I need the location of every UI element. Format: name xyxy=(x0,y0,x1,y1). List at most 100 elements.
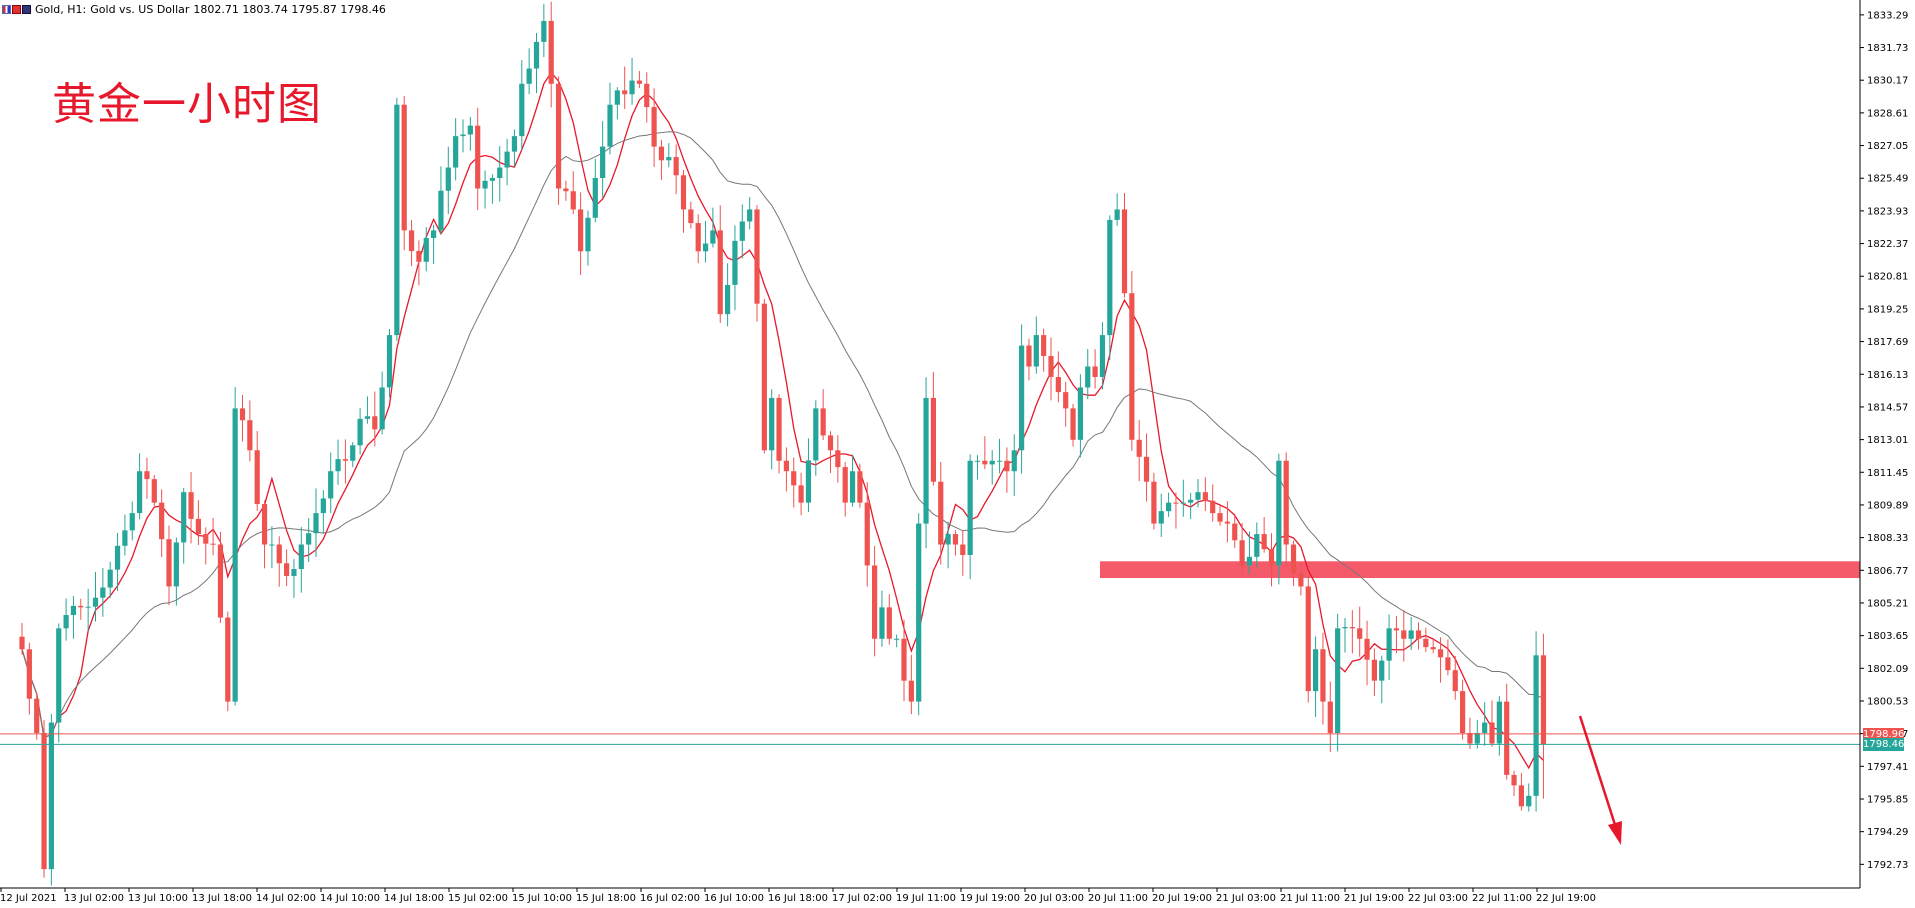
candle-body xyxy=(1114,209,1120,220)
candle-body xyxy=(313,513,319,534)
trade-icon[interactable] xyxy=(12,5,21,14)
chart-plot-area xyxy=(0,0,1860,888)
candle xyxy=(578,192,584,276)
candle-body xyxy=(276,544,282,564)
time-tick-label: 20 Jul 03:00 xyxy=(1024,893,1084,904)
candle-body xyxy=(783,460,789,472)
candle xyxy=(284,549,290,587)
candle-body xyxy=(1452,670,1458,692)
indicator-icon[interactable] xyxy=(22,5,31,14)
candle-body xyxy=(137,471,143,514)
time-tick-label: 13 Jul 10:00 xyxy=(128,893,188,904)
candle-body xyxy=(1261,534,1267,550)
price-tick-label: 1833.29 xyxy=(1867,10,1908,21)
candle-body xyxy=(1393,628,1400,631)
candle xyxy=(438,166,444,235)
candle-body xyxy=(578,209,584,252)
candle-body xyxy=(938,481,944,545)
candle-body xyxy=(401,104,407,231)
candle xyxy=(1305,577,1311,703)
toolbar-icons[interactable] xyxy=(2,5,31,14)
candle xyxy=(1121,193,1128,298)
candle xyxy=(754,205,760,322)
candle-body xyxy=(166,539,172,587)
candle-body xyxy=(460,134,466,137)
candle-body xyxy=(254,450,260,505)
candle-body xyxy=(504,151,510,168)
price-tick-label: 1820.81 xyxy=(1867,272,1908,283)
candle xyxy=(1511,770,1517,797)
candle-body xyxy=(78,605,84,608)
candle xyxy=(1518,772,1524,811)
candle xyxy=(1437,637,1444,683)
candle-body xyxy=(70,605,77,616)
candle-body xyxy=(100,587,106,598)
candle-body xyxy=(658,146,665,161)
candle xyxy=(122,514,128,556)
candle-body xyxy=(1254,534,1260,557)
candle xyxy=(313,488,319,558)
candle xyxy=(217,531,224,623)
candle-body xyxy=(188,492,194,519)
candle xyxy=(475,107,481,211)
time-tick-label: 13 Jul 02:00 xyxy=(64,893,124,904)
candle-body xyxy=(269,544,275,546)
candle xyxy=(1320,632,1326,725)
candle xyxy=(1092,349,1098,389)
candle xyxy=(261,500,268,569)
candle-body xyxy=(519,83,525,137)
candle xyxy=(401,95,407,251)
candle xyxy=(408,219,415,267)
candle xyxy=(63,598,69,641)
candle xyxy=(1386,614,1392,680)
time-tick-label: 21 Jul 11:00 xyxy=(1280,893,1340,904)
candle-body xyxy=(1158,511,1164,524)
time-axis[interactable]: 12 Jul 2021 13 Jul 02:00 13 Jul 10:00 13 Ju… xyxy=(0,887,1860,904)
candle xyxy=(328,452,334,514)
candle xyxy=(78,598,84,620)
price-tick-label: 1825.49 xyxy=(1867,174,1908,185)
candle-body xyxy=(34,698,40,734)
candle xyxy=(644,72,650,123)
candle xyxy=(151,474,157,507)
candle xyxy=(335,439,341,485)
time-tick-label: 22 Jul 11:00 xyxy=(1472,893,1532,904)
candle xyxy=(386,329,393,398)
candle xyxy=(1217,504,1223,526)
candle-body xyxy=(511,136,518,152)
candle-body xyxy=(996,460,1003,462)
candle-body xyxy=(651,107,657,147)
price-tick-label: 1830.17 xyxy=(1867,76,1908,87)
candle xyxy=(864,482,870,587)
candle-body xyxy=(306,533,312,545)
candle xyxy=(651,88,657,167)
candle-body xyxy=(1460,691,1466,734)
candle-body xyxy=(1173,502,1179,504)
candle xyxy=(1327,681,1333,753)
price-tick-label: 1792.73 xyxy=(1867,860,1908,871)
candle-body xyxy=(232,408,238,702)
candle xyxy=(820,389,826,441)
candle xyxy=(872,545,878,657)
candle-body xyxy=(1482,722,1488,734)
candle xyxy=(291,559,297,598)
candle-body xyxy=(930,397,936,482)
candle-body xyxy=(1202,492,1208,501)
candle-body xyxy=(92,597,99,607)
candle xyxy=(974,455,981,480)
plot-background xyxy=(0,0,1860,888)
candle xyxy=(129,501,135,541)
candle-body xyxy=(864,502,870,566)
candle xyxy=(364,396,371,424)
candle xyxy=(886,594,892,645)
time-tick-label: 14 Jul 18:00 xyxy=(384,893,444,904)
candle-body xyxy=(1055,376,1061,393)
chart-properties-icon[interactable] xyxy=(2,5,11,14)
price-axis[interactable]: 1833.29 1831.73 1830.17 1828.61 1827.05 1825.… xyxy=(1859,0,1908,888)
candle-body xyxy=(431,230,437,238)
candle xyxy=(1232,513,1238,548)
candle xyxy=(1540,633,1547,799)
candle xyxy=(1070,403,1076,447)
candle xyxy=(607,82,613,155)
